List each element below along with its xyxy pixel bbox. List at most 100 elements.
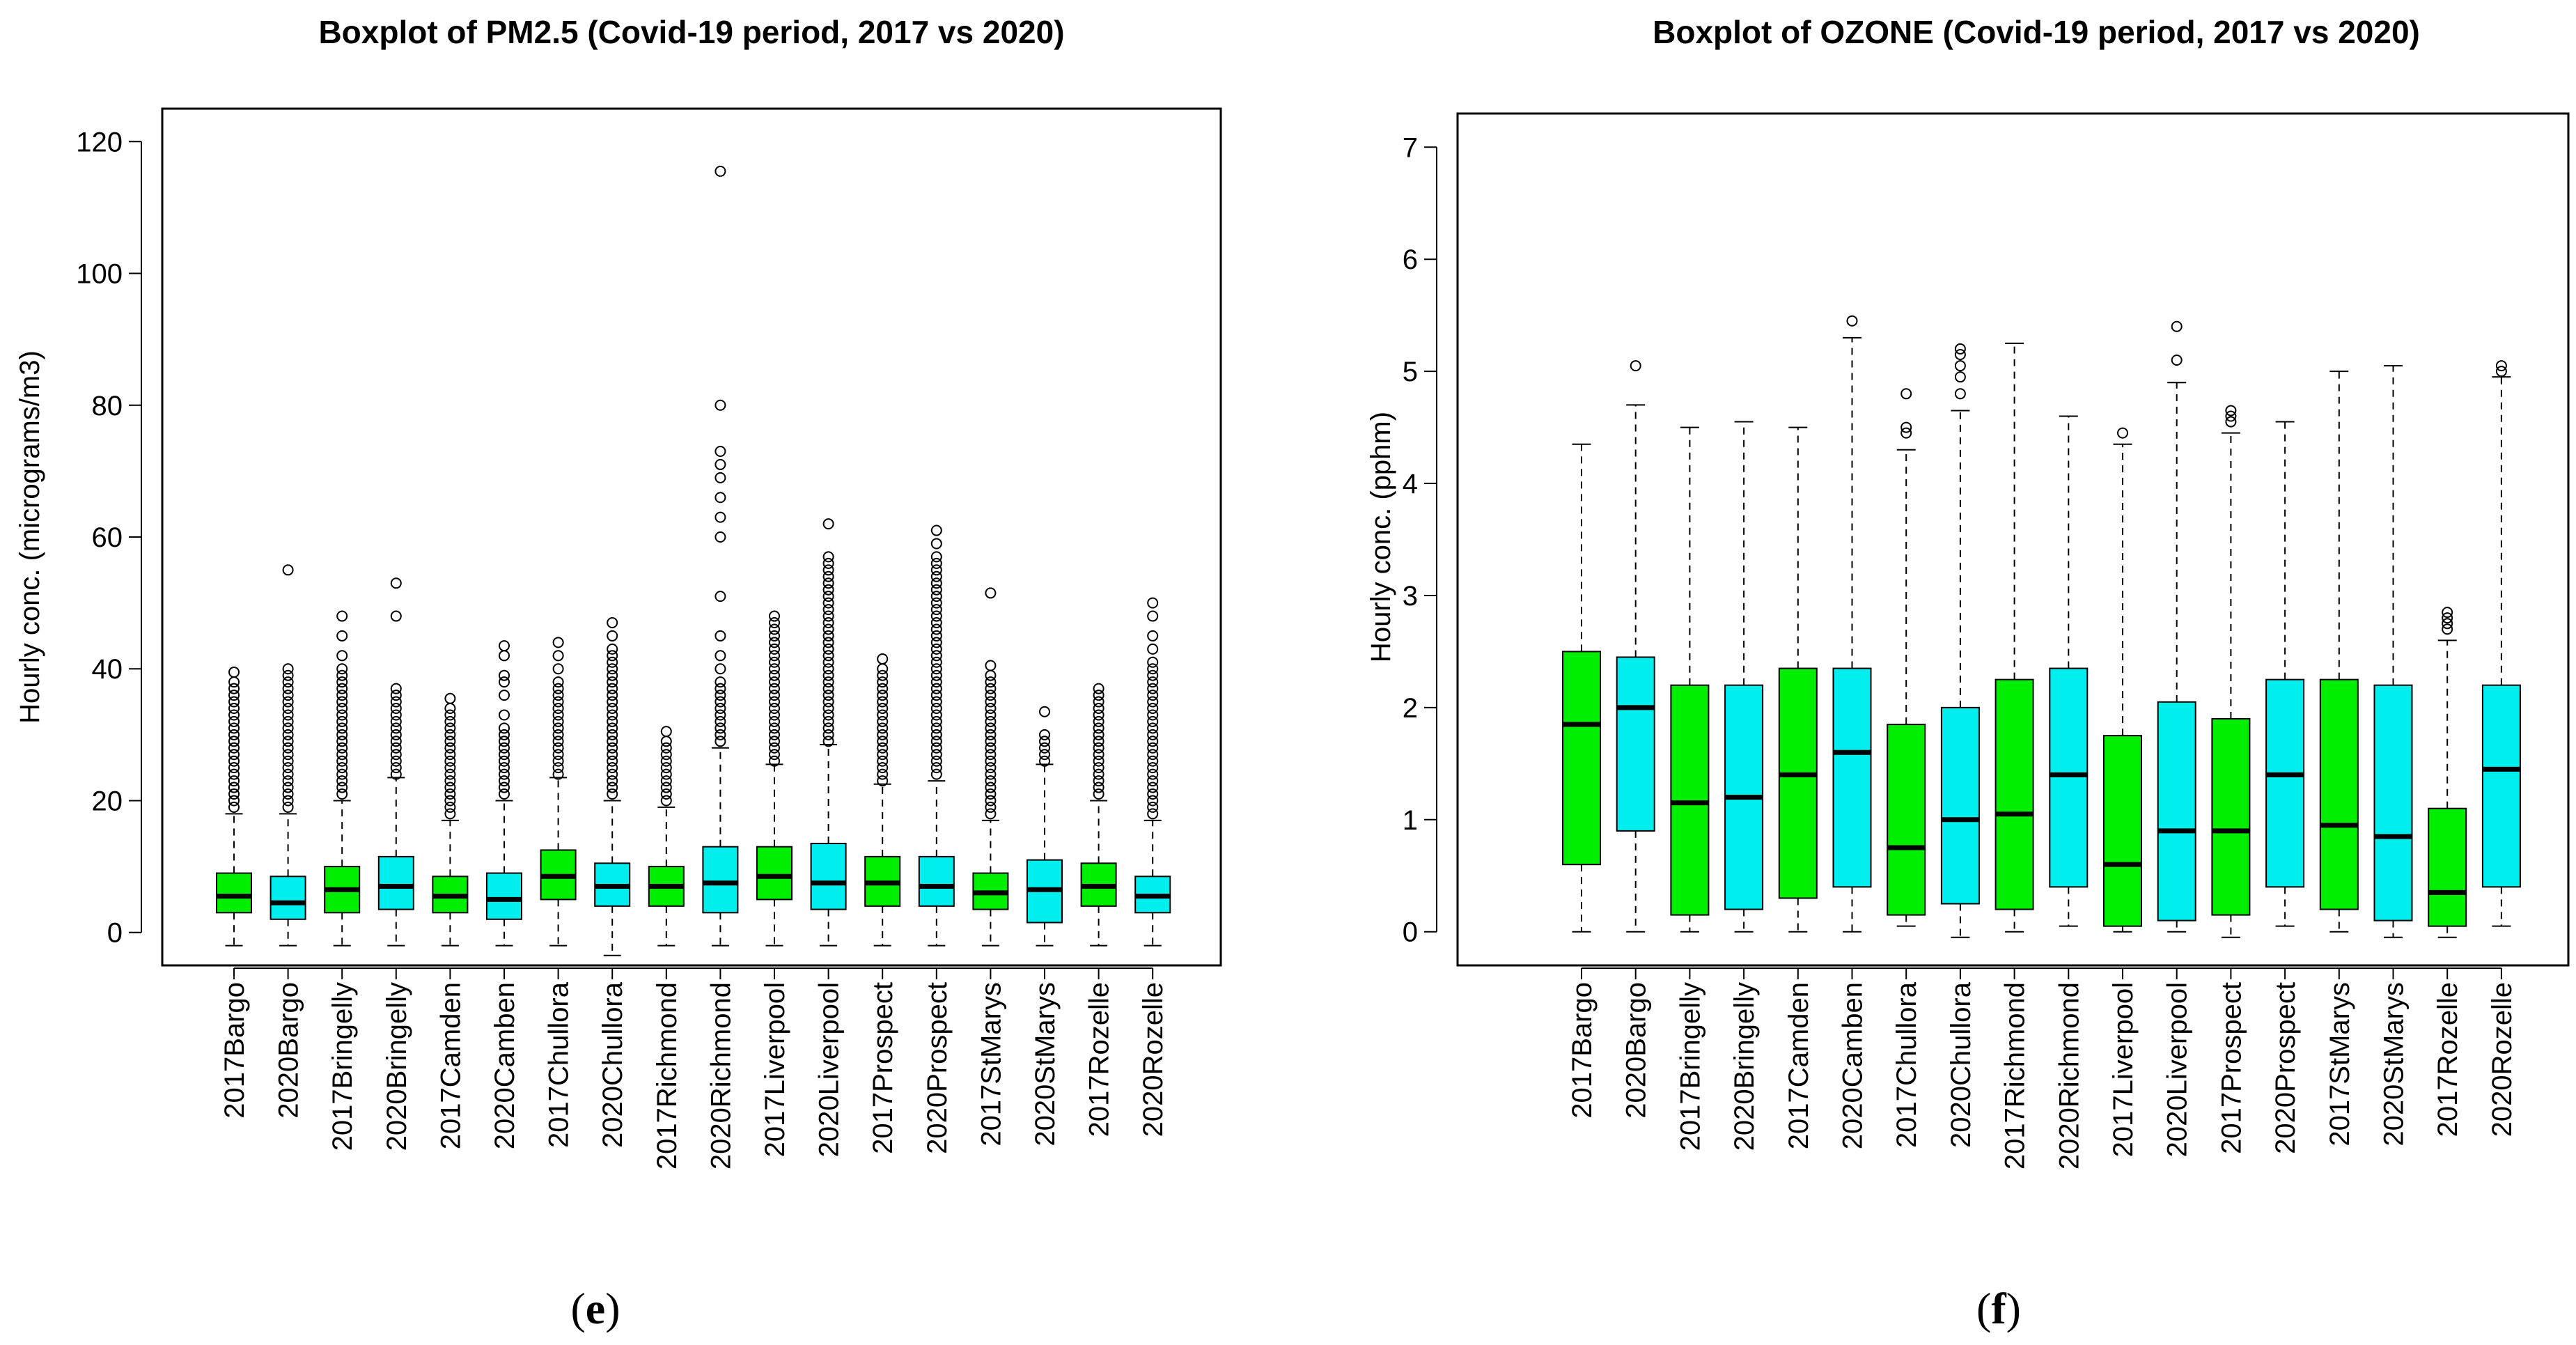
outlier-point [499,749,510,761]
outlier-point [822,564,834,576]
box-body [1670,684,1710,916]
outlier-point [552,762,564,774]
outlier-point [769,643,780,655]
outlier-point [1147,610,1159,622]
outlier-point [1093,742,1104,754]
category-label: 2017StMarys [976,982,1006,1146]
outlier-point [499,722,510,734]
outlier-point [390,722,402,734]
outlier-point [715,630,726,642]
outlier-point [769,676,780,688]
outlier-point [336,788,348,800]
box-2020Richmond [2049,415,2089,927]
outlier-point [228,762,240,774]
outlier-point [282,762,294,774]
outlier-point [1039,749,1050,761]
outlier-point [1093,768,1104,780]
outlier-point [336,709,348,721]
outlier-point [444,768,456,780]
outlier-point [930,663,942,675]
outlier-point [985,742,997,754]
category-label: 2020StMarys [1030,982,1061,1146]
outlier-point [444,755,456,767]
outlier-point [930,749,942,761]
category-label: 2017Prospect [2216,982,2247,1154]
outlier-point [769,610,780,622]
outlier-point [930,610,942,622]
outlier-point [1093,722,1104,734]
outlier-point [390,768,402,780]
x-axis [1581,967,2502,979]
outlier-point [985,690,997,701]
outlier-point [715,591,726,602]
outlier-point [282,729,294,740]
outlier-point [444,795,456,807]
outlier-point [1954,360,1966,372]
outlier-point [1954,348,1966,360]
outlier-point [336,768,348,780]
category-label: 2020Bringelly [1729,982,1760,1151]
outlier-point [2225,416,2237,428]
outlier-point [444,801,456,813]
y-tick-label: 120 [76,127,123,157]
box-body [702,846,739,914]
outlier-point [607,782,618,793]
outlier-point [607,703,618,714]
outlier-point [444,749,456,761]
outlier-point [1093,755,1104,767]
outlier-point [985,722,997,734]
outlier-point [877,742,889,754]
outlier-point [877,775,889,787]
outlier-point [390,610,402,622]
category-label: 2020StMarys [2379,982,2410,1146]
outlier-point [930,683,942,694]
outlier-point [552,749,564,761]
outlier-point [822,683,834,694]
plot-frame [161,107,1222,967]
box-body [2319,678,2359,910]
outlier-point [444,762,456,774]
outlier-point [2171,355,2183,366]
panel-letter: f [1991,1284,2006,1333]
outlier-point [228,666,240,678]
box-2017Bringelly [1670,426,1710,933]
outlier-point [930,669,942,681]
outlier-point [660,762,672,774]
box-2020Liverpool [810,518,847,947]
outlier-point [499,729,510,740]
outlier-point [228,715,240,727]
outlier-point [715,703,726,714]
outlier-point [985,788,997,800]
outlier-point [1093,703,1104,714]
outlier-point [1900,427,1912,439]
box-2017Chullora [540,637,577,947]
outlier-point [660,775,672,787]
outlier-point [1147,690,1159,701]
outlier-point [1039,742,1050,754]
outlier-point [1147,703,1159,714]
box-2017Camden [1778,426,1818,933]
outlier-point [985,782,997,793]
outlier-point [1093,782,1104,793]
y-tick-label: 5 [1403,357,1418,387]
outlier-point [985,795,997,807]
y-tick-label: 4 [1403,469,1418,499]
outlier-point [930,722,942,734]
outlier-point [715,663,726,675]
outlier-point [930,623,942,635]
outlier-point [985,768,997,780]
category-label: 2020Liverpool [2162,982,2193,1157]
outlier-point [1147,742,1159,754]
outlier-point [769,722,780,734]
outlier-point [985,669,997,681]
outlier-point [444,709,456,721]
outlier-point [822,570,834,582]
box-2017Rozelle [2428,607,2467,938]
box-body [1995,678,2034,910]
outlier-point [336,736,348,747]
outlier-point [2171,320,2183,332]
outlier-point [390,696,402,708]
outlier-point [1147,643,1159,655]
category-label: 2017Rozelle [2433,982,2463,1137]
outlier-point [715,715,726,727]
